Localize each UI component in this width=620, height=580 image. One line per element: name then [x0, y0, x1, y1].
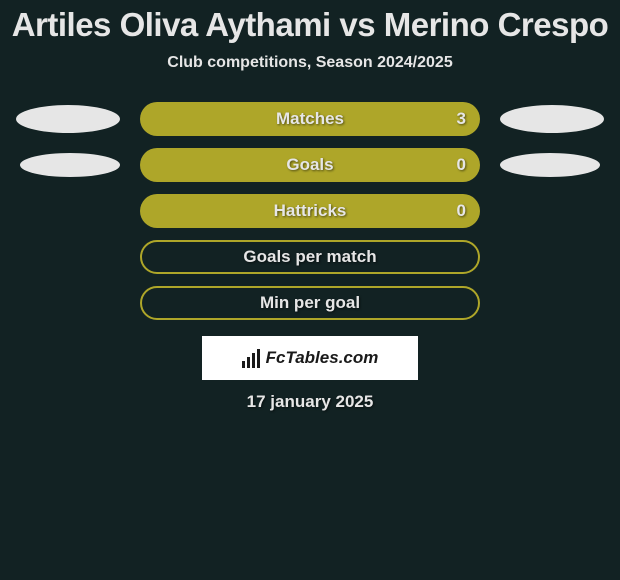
stat-label: Goals: [286, 155, 333, 175]
subtitle: Club competitions, Season 2024/2025: [0, 54, 620, 72]
source-logo: FcTables.com: [242, 348, 379, 368]
stat-bar: Min per goal: [140, 286, 480, 320]
stat-value-right: 3: [457, 109, 466, 129]
stat-row: Min per goal: [0, 286, 620, 320]
stat-bar: Goals per match: [140, 240, 480, 274]
stat-bar: Hattricks 0: [140, 194, 480, 228]
stat-label: Min per goal: [260, 293, 360, 313]
page-title: Artiles Oliva Aythami vs Merino Crespo: [0, 6, 620, 44]
stat-rows: Matches 3 Goals 0 Hattricks 0: [0, 102, 620, 320]
right-value-ellipse: [500, 153, 600, 177]
source-badge: FcTables.com: [202, 336, 418, 380]
stat-value-right: 0: [457, 155, 466, 175]
left-value-ellipse: [16, 105, 120, 133]
comparison-infographic: Artiles Oliva Aythami vs Merino Crespo C…: [0, 0, 620, 412]
generated-date: 17 january 2025: [0, 392, 620, 412]
stat-label: Hattricks: [274, 201, 347, 221]
right-value-ellipse: [500, 105, 604, 133]
source-text: FcTables.com: [266, 348, 379, 368]
stat-label: Goals per match: [243, 247, 376, 267]
stat-label: Matches: [276, 109, 344, 129]
stat-bar: Matches 3: [140, 102, 480, 136]
stat-row: Goals per match: [0, 240, 620, 274]
bars-icon: [242, 349, 260, 368]
left-value-ellipse: [20, 153, 120, 177]
stat-row: Matches 3: [0, 102, 620, 136]
stat-row: Hattricks 0: [0, 194, 620, 228]
stat-bar: Goals 0: [140, 148, 480, 182]
stat-value-right: 0: [457, 201, 466, 221]
stat-row: Goals 0: [0, 148, 620, 182]
